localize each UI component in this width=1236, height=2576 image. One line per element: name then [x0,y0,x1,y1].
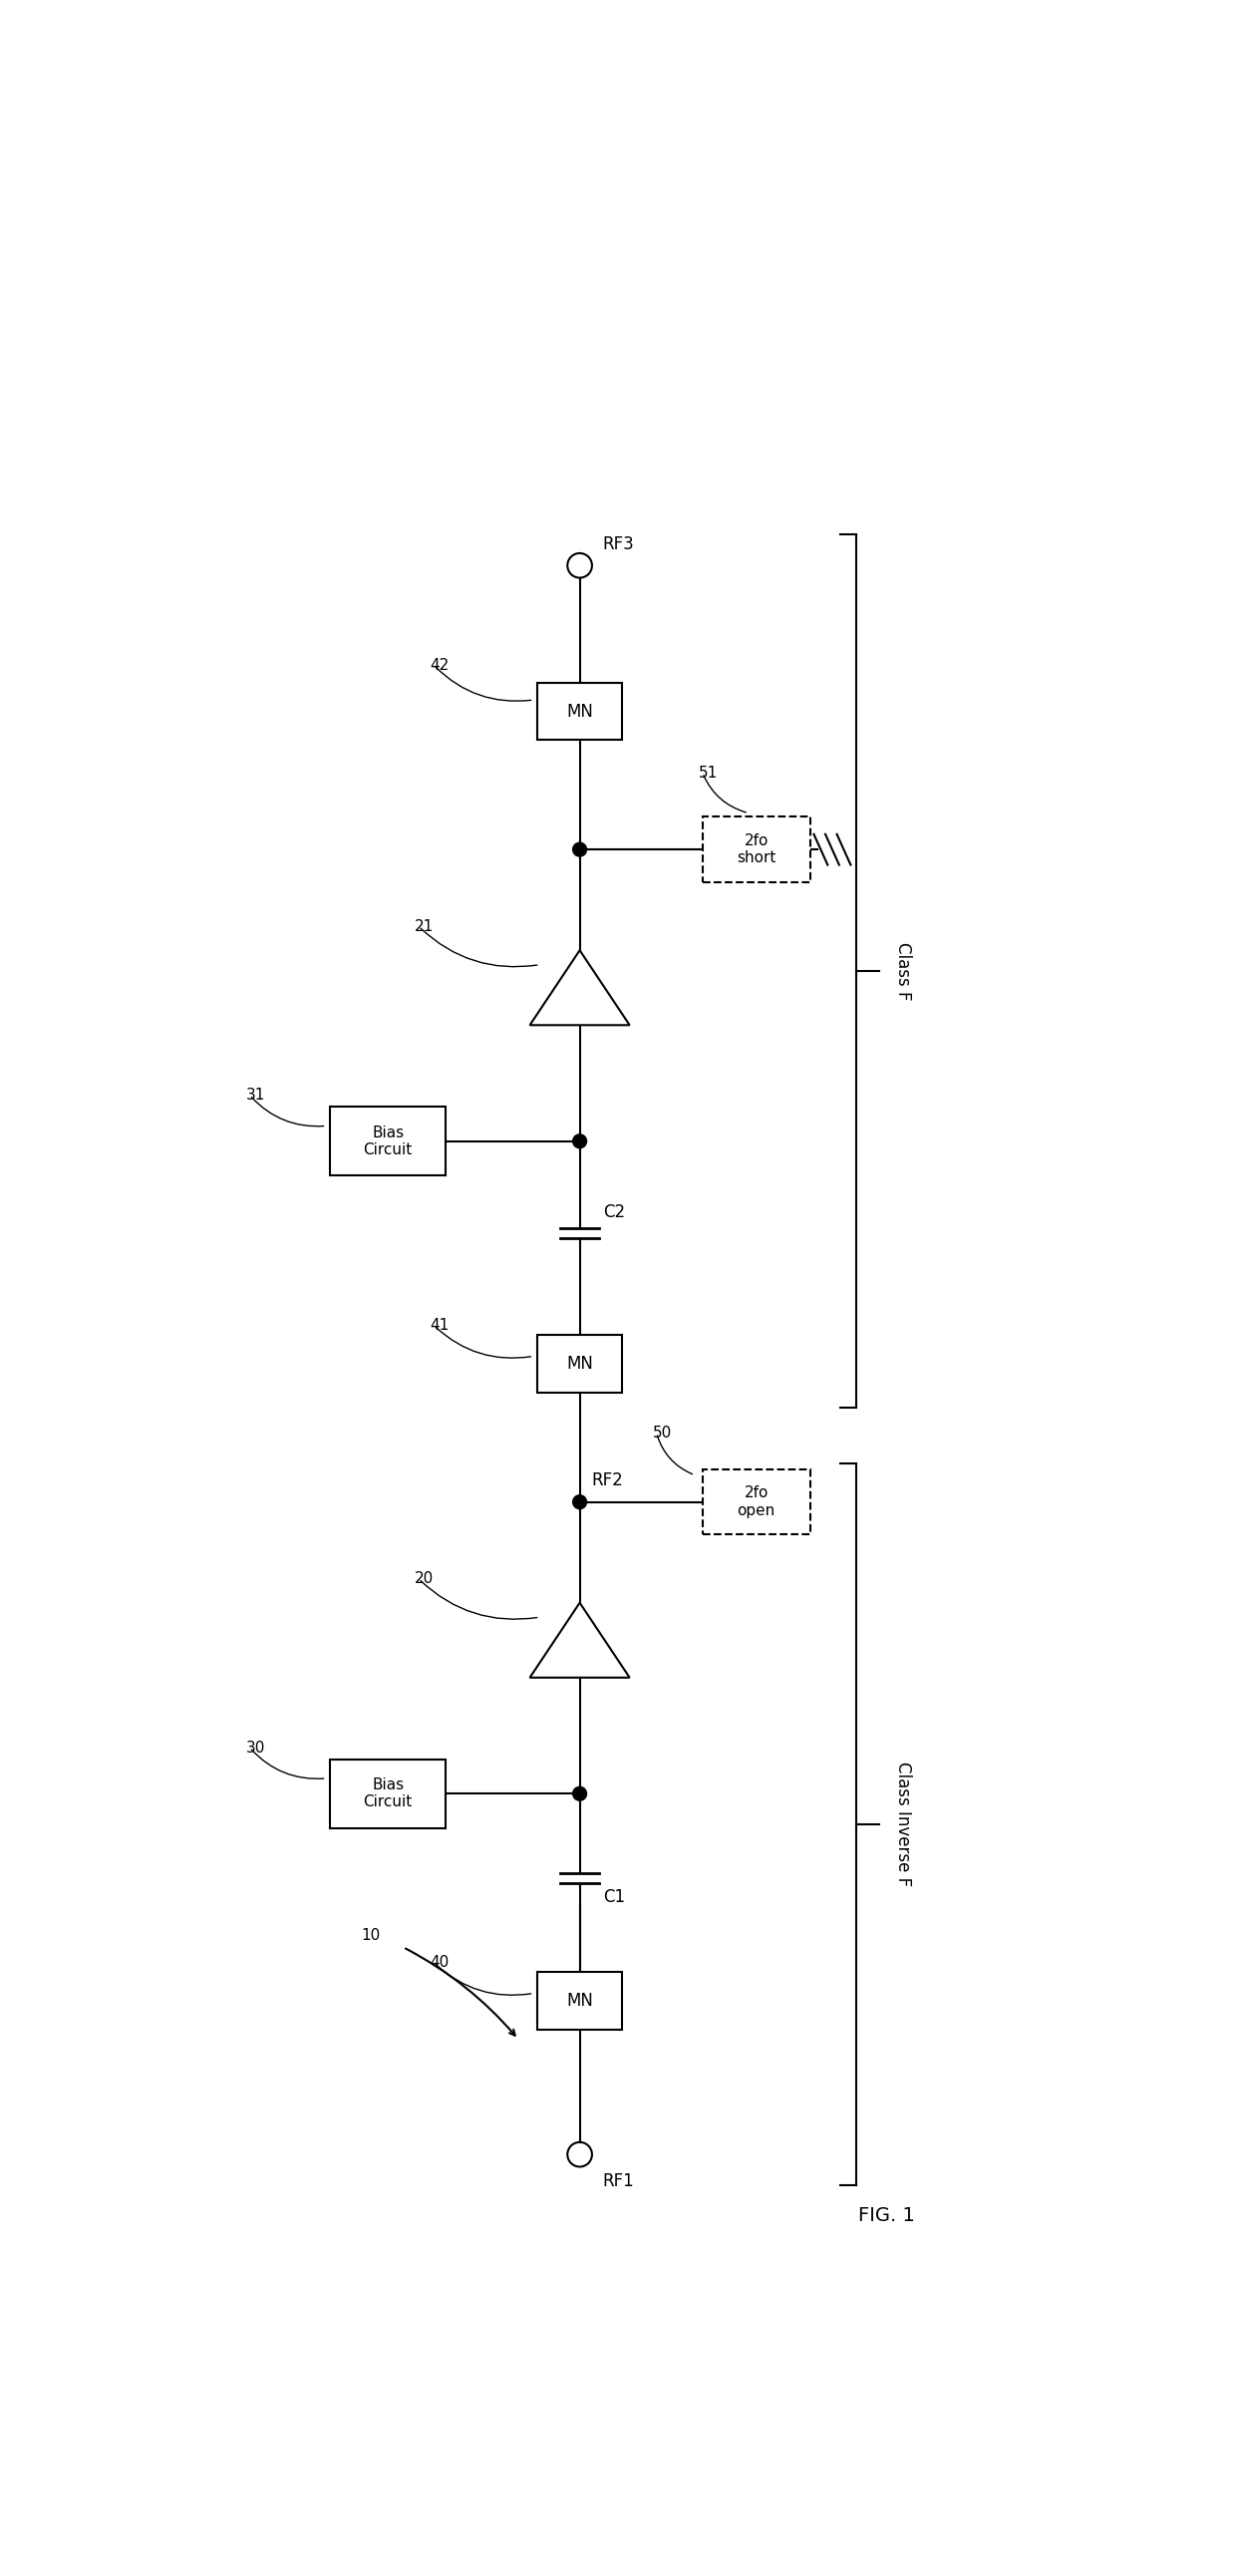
Text: 41: 41 [430,1319,449,1332]
Text: 20: 20 [415,1571,434,1587]
Text: 50: 50 [653,1425,672,1440]
Text: 10: 10 [361,1929,381,1942]
FancyBboxPatch shape [538,1973,622,2030]
Polygon shape [530,1602,629,1677]
Text: C2: C2 [603,1203,625,1221]
FancyBboxPatch shape [702,1468,810,1535]
Circle shape [572,1788,587,1801]
Text: Bias
Circuit: Bias Circuit [363,1126,413,1157]
Text: 30: 30 [246,1741,265,1754]
Circle shape [572,842,587,855]
Text: 2fo
short: 2fo short [737,835,776,866]
FancyBboxPatch shape [538,1334,622,1394]
Text: 40: 40 [430,1955,449,1971]
FancyBboxPatch shape [538,683,622,739]
FancyBboxPatch shape [330,1108,445,1175]
Text: 21: 21 [415,920,434,933]
Text: RF1: RF1 [603,2172,634,2190]
Text: RF3: RF3 [603,536,634,554]
Text: MN: MN [566,703,593,721]
Text: RF2: RF2 [591,1471,623,1489]
Text: 2fo
open: 2fo open [737,1486,775,1517]
Text: C1: C1 [603,1888,625,1906]
Text: Class Inverse F: Class Inverse F [895,1762,912,1886]
Text: Bias
Circuit: Bias Circuit [363,1777,413,1811]
Text: MN: MN [566,1991,593,2009]
Text: 42: 42 [430,657,449,672]
Polygon shape [530,951,629,1025]
Circle shape [572,1494,587,1510]
Circle shape [572,1133,587,1149]
Text: Class F: Class F [895,943,912,999]
Text: MN: MN [566,1355,593,1373]
Text: 31: 31 [246,1087,265,1103]
Text: FIG. 1: FIG. 1 [858,2208,915,2226]
FancyBboxPatch shape [702,817,810,881]
Text: 51: 51 [698,765,718,781]
FancyBboxPatch shape [330,1759,445,1829]
